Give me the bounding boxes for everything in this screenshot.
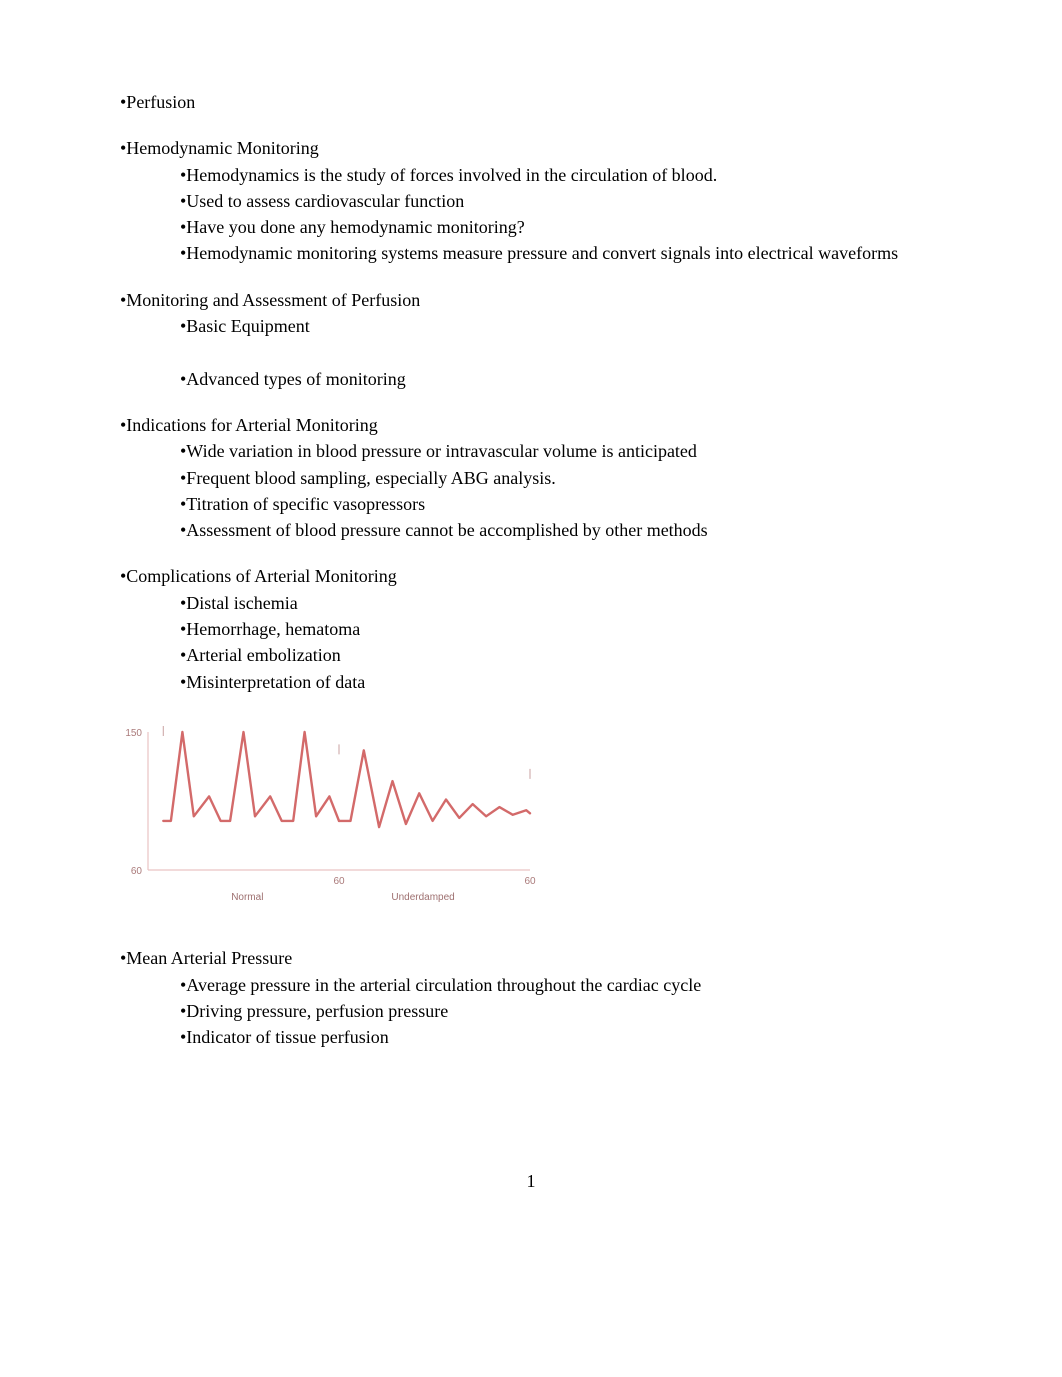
svg-text:150: 150 (125, 728, 142, 739)
bullet-item: •Wide variation in blood pressure or int… (120, 439, 942, 463)
bullet-item: •Distal ischemia (120, 591, 942, 615)
section-hemodynamic-monitoring: •Hemodynamic Monitoring •Hemodynamics is… (120, 136, 942, 265)
svg-text:60: 60 (524, 876, 536, 887)
waveform-svg: 150 60 60 60 Normal Underdamped (120, 720, 540, 910)
section-monitoring-assessment: •Monitoring and Assessment of Perfusion … (120, 288, 942, 391)
bullet-item: •Have you done any hemodynamic monitorin… (120, 215, 942, 239)
bullet-item: •Arterial embolization (120, 643, 942, 667)
heading: •Indications for Arterial Monitoring (120, 413, 942, 437)
svg-text:Normal: Normal (231, 892, 263, 903)
bullet-item: •Hemodynamics is the study of forces inv… (120, 163, 942, 187)
heading: •Complications of Arterial Monitoring (120, 564, 942, 588)
bullet-item: •Advanced types of monitoring (120, 367, 942, 391)
bullet-item: •Basic Equipment (120, 314, 942, 338)
heading: •Mean Arterial Pressure (120, 946, 942, 970)
bullet-item: •Misinterpretation of data (120, 670, 942, 694)
svg-text:Underdamped: Underdamped (391, 892, 454, 903)
bullet-item (120, 340, 942, 364)
bullet-item: •Average pressure in the arterial circul… (120, 973, 942, 997)
bullet-item: •Titration of specific vasopressors (120, 492, 942, 516)
page-number: 1 (120, 1169, 942, 1193)
document-page: •Perfusion •Hemodynamic Monitoring •Hemo… (0, 0, 1062, 1234)
section-perfusion: •Perfusion (120, 90, 942, 114)
section-indications: •Indications for Arterial Monitoring •Wi… (120, 413, 942, 542)
bullet-item: •Driving pressure, perfusion pressure (120, 999, 942, 1023)
section-map: •Mean Arterial Pressure •Average pressur… (120, 946, 942, 1049)
heading: •Perfusion (120, 90, 942, 114)
svg-text:60: 60 (333, 876, 345, 887)
bullet-item: •Used to assess cardiovascular function (120, 189, 942, 213)
bullet-item: •Indicator of tissue perfusion (120, 1025, 942, 1049)
bullet-item: •Hemodynamic monitoring systems measure … (120, 241, 942, 265)
bullet-item: •Hemorrhage, hematoma (120, 617, 942, 641)
arterial-waveform-chart: 150 60 60 60 Normal Underdamped (120, 720, 942, 916)
bullet-item: •Frequent blood sampling, especially ABG… (120, 466, 942, 490)
section-complications: •Complications of Arterial Monitoring •D… (120, 564, 942, 693)
heading: •Monitoring and Assessment of Perfusion (120, 288, 942, 312)
bullet-item: •Assessment of blood pressure cannot be … (120, 518, 942, 542)
heading: •Hemodynamic Monitoring (120, 136, 942, 160)
svg-text:60: 60 (131, 866, 143, 877)
